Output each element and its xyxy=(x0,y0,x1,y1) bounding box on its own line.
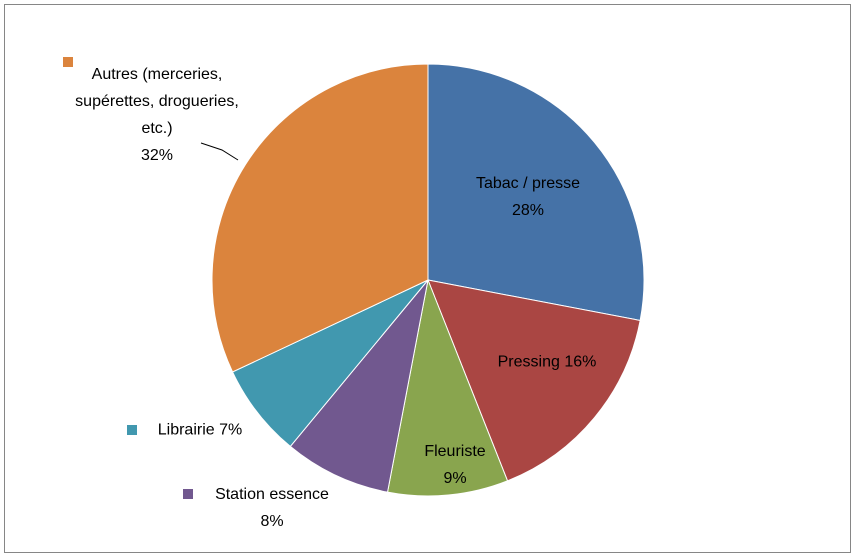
pie-slice xyxy=(427,63,645,322)
pie-slice xyxy=(289,279,429,493)
data-label: Fleuriste 9% xyxy=(405,438,505,492)
leader-line xyxy=(200,142,239,161)
label-key xyxy=(127,425,137,435)
label-key xyxy=(63,57,73,67)
label-key xyxy=(183,489,193,499)
category-label: Pressing xyxy=(497,353,560,371)
value-label: 8% xyxy=(260,513,284,530)
data-label: Pressing 16% xyxy=(477,349,617,376)
category-label: Librairie xyxy=(157,421,215,439)
category-label: Fleuriste xyxy=(424,443,486,460)
pie-slice xyxy=(211,63,429,373)
data-label: Librairie 7% xyxy=(140,417,260,444)
data-label: Tabac / presse 28% xyxy=(458,170,598,224)
category-label: Autres (merceries, supérettes, droguerie… xyxy=(75,66,239,137)
value-label: 16% xyxy=(564,353,597,371)
category-label: Station essence xyxy=(215,486,329,503)
category-label: Tabac / presse xyxy=(475,175,581,192)
value-label: 7% xyxy=(219,421,243,439)
value-label: 28% xyxy=(511,202,545,219)
data-label: Autres (merceries, supérettes, droguerie… xyxy=(72,61,242,169)
data-label: Station essence 8% xyxy=(192,481,352,535)
value-label: 9% xyxy=(443,470,467,487)
value-label: 32% xyxy=(140,147,174,164)
pie-slice xyxy=(427,279,641,482)
pie-slice xyxy=(386,278,509,497)
